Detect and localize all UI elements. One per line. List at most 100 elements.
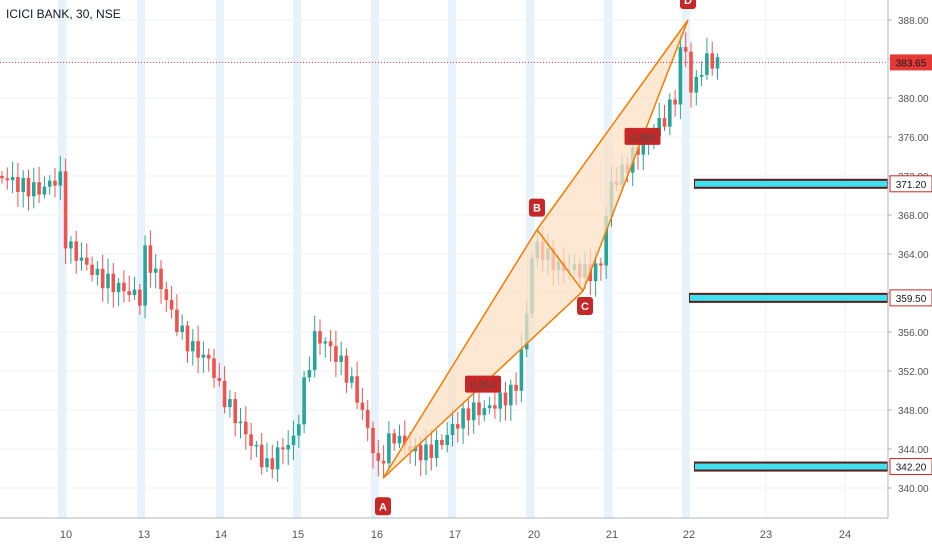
candle-body: [487, 405, 492, 409]
candle-body: [10, 176, 15, 181]
candle-body: [392, 433, 396, 444]
candle-body: [307, 369, 312, 378]
candle-body: [127, 291, 131, 295]
candle-body: [238, 421, 243, 424]
candle-body: [461, 408, 465, 429]
candle-body: [456, 424, 460, 429]
pattern-point-label: D: [684, 0, 692, 7]
candle-body: [424, 444, 428, 461]
session-band: [58, 0, 66, 518]
candle-body: [180, 325, 184, 333]
candle-body: [233, 399, 237, 424]
candle-body: [355, 376, 359, 403]
pattern-leg: [382, 229, 538, 479]
time-tick-label: 10: [60, 529, 72, 541]
candle-body: [673, 99, 677, 105]
candle-body: [604, 216, 608, 266]
price-tick-label: 352.00: [898, 367, 929, 378]
candle-body: [689, 51, 693, 93]
candle-body: [365, 409, 370, 428]
candle-body: [291, 435, 296, 445]
time-tick-label: 14: [215, 529, 227, 541]
candle-body: [0, 176, 4, 179]
level-line: [690, 294, 887, 301]
candle-body: [434, 440, 439, 459]
candle-body: [85, 257, 89, 265]
candle-body: [509, 384, 513, 406]
candle-body: [69, 241, 73, 249]
level-line: [695, 180, 887, 187]
candle-body: [705, 53, 709, 75]
candle-body: [74, 241, 78, 261]
candle-body: [175, 309, 179, 333]
candle-body: [16, 176, 20, 192]
candle-body: [95, 268, 100, 275]
price-tick-label: 356.00: [898, 328, 929, 339]
candle-body: [132, 289, 137, 295]
price-axis: [888, 0, 932, 518]
candle-body: [58, 171, 63, 186]
candle-body: [477, 402, 481, 416]
candle-body: [662, 118, 667, 127]
pattern-fill-abc: [383, 229, 583, 479]
candle-body: [493, 405, 497, 409]
candle-body: [403, 435, 407, 447]
session-band: [448, 0, 456, 518]
session-band: [682, 0, 690, 518]
pattern-leg: [582, 19, 689, 292]
candle-body: [381, 460, 386, 464]
candle-body: [138, 289, 142, 306]
candle-body: [206, 354, 211, 359]
time-tick-label: 16: [371, 529, 383, 541]
time-tick-label: 22: [683, 529, 695, 541]
pattern-leg: [536, 19, 689, 231]
candle-body: [106, 273, 110, 289]
price-tick-label: 344.00: [898, 445, 929, 456]
candle-body: [297, 424, 301, 436]
candle-body: [286, 444, 290, 450]
candle-body: [445, 434, 449, 445]
candle-body: [26, 177, 31, 197]
candle-body: [694, 76, 699, 93]
candle-body: [111, 273, 116, 293]
candle-body: [122, 282, 126, 292]
session-band: [293, 0, 301, 518]
candle-body: [244, 421, 248, 435]
time-tick-label: 24: [839, 529, 851, 541]
level-line: [695, 463, 887, 470]
pattern-point-marker: [375, 497, 391, 516]
time-tick-label: 15: [292, 529, 304, 541]
candle-body: [344, 355, 349, 383]
pattern-point-label: A: [379, 501, 387, 513]
time-axis: [0, 518, 932, 550]
price-tick-label: 364.00: [898, 250, 929, 261]
session-band: [371, 0, 379, 518]
pattern-point-marker: [529, 198, 545, 217]
ratio-label-bg: [624, 127, 661, 145]
candle-body: [678, 47, 683, 105]
time-tick-label: 17: [449, 529, 461, 541]
candle-body: [387, 433, 391, 464]
price-tick-label: 376.00: [898, 133, 929, 144]
candle-body: [657, 118, 661, 137]
candle-body: [265, 458, 269, 468]
pattern-point-label: C: [581, 301, 589, 313]
price-tick-label: 388.00: [898, 16, 929, 27]
pattern-fill-bcd: [537, 20, 688, 292]
candle-body: [90, 264, 94, 275]
last-price-tag: [890, 54, 932, 71]
candle-body: [275, 447, 280, 470]
level-price-tag: [889, 175, 932, 193]
candle-body: [270, 458, 275, 470]
ratio-label-bg: [465, 375, 501, 393]
candle-body: [482, 408, 487, 416]
candle-body: [164, 289, 169, 300]
candle-body: [254, 444, 259, 447]
candle-body: [302, 377, 306, 425]
candle-body: [450, 424, 455, 435]
candle-body: [21, 177, 25, 192]
candle-body: [471, 402, 476, 421]
level-price-label: 359.50: [896, 294, 927, 305]
